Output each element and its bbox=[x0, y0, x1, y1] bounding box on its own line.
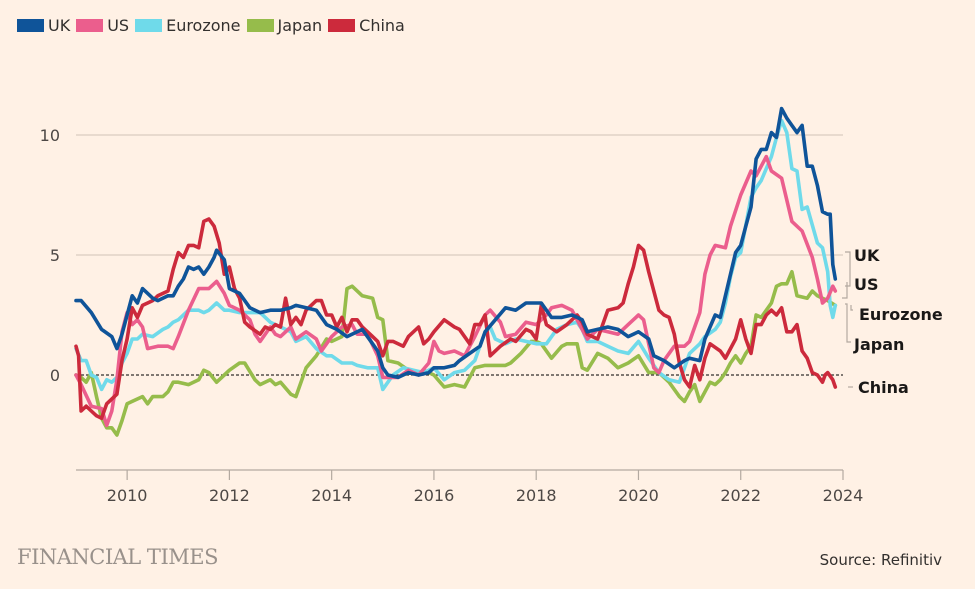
japan-bracket bbox=[845, 303, 851, 343]
x-tick-label: 2022 bbox=[720, 486, 761, 505]
legend-label: China bbox=[359, 16, 405, 35]
uk-bracket bbox=[845, 251, 851, 287]
ft-logo: FINANCIAL TIMES bbox=[17, 545, 218, 569]
y-tick-label: 0 bbox=[50, 366, 60, 385]
end-label-uk: UK bbox=[854, 246, 880, 265]
series-line-uk bbox=[74, 106, 838, 380]
end-label-china: China bbox=[858, 378, 909, 397]
end-label-eurozone: Eurozone bbox=[859, 305, 943, 324]
legend-item-japan: Japan bbox=[246, 16, 323, 35]
x-tick-label: 2010 bbox=[107, 486, 148, 505]
legend-swatch bbox=[135, 19, 163, 32]
source-note: Source: Refinitiv bbox=[819, 551, 942, 569]
legend-swatch bbox=[17, 19, 44, 32]
x-tick-label: 2018 bbox=[516, 486, 557, 505]
y-axis: 0 5 10 bbox=[40, 126, 60, 385]
legend-swatch bbox=[328, 19, 356, 32]
x-tick-label: 2024 bbox=[823, 486, 864, 505]
legend-item-us: US bbox=[76, 16, 129, 35]
end-label-japan: Japan bbox=[853, 335, 904, 354]
y-tick-label: 5 bbox=[50, 246, 60, 265]
legend-item-china: China bbox=[328, 16, 405, 35]
chart-legend: UK US Eurozone Japan China bbox=[17, 16, 411, 35]
legend-item-eurozone: Eurozone bbox=[135, 16, 241, 35]
x-tick-label: 2016 bbox=[414, 486, 455, 505]
legend-label: UK bbox=[48, 16, 71, 35]
y-tick-label: 10 bbox=[40, 126, 60, 145]
x-tick-label: 2014 bbox=[311, 486, 352, 505]
us-bracket bbox=[842, 282, 848, 299]
x-tick-label: 2020 bbox=[618, 486, 659, 505]
legend-item-uk: UK bbox=[17, 16, 70, 35]
x-axis: 2010 2012 2014 2016 2018 2020 2022 2024 bbox=[76, 469, 864, 505]
legend-swatch bbox=[246, 19, 274, 32]
series-line-japan bbox=[74, 270, 838, 437]
end-label-us: US bbox=[854, 275, 879, 294]
end-labels: UK US Eurozone Japan China bbox=[842, 246, 943, 397]
legend-label: US bbox=[107, 16, 130, 35]
series-line-china bbox=[74, 217, 838, 420]
legend-label: Japan bbox=[277, 16, 323, 35]
eurozone-bracket bbox=[850, 305, 853, 311]
legend-swatch bbox=[76, 19, 104, 32]
legend-label: Eurozone bbox=[166, 16, 241, 35]
series-lines bbox=[74, 106, 838, 437]
series-line-us bbox=[74, 154, 838, 428]
gridlines bbox=[76, 134, 843, 376]
x-tick-label: 2012 bbox=[209, 486, 250, 505]
